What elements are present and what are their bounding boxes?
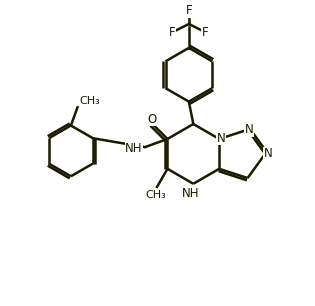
Text: N: N: [264, 147, 272, 160]
Text: F: F: [202, 26, 209, 39]
Text: F: F: [186, 4, 192, 17]
Text: F: F: [169, 26, 176, 39]
Text: N: N: [245, 123, 254, 136]
Text: NH: NH: [182, 187, 199, 200]
Text: CH₃: CH₃: [145, 190, 166, 200]
Text: CH₃: CH₃: [79, 96, 100, 106]
Text: N: N: [217, 132, 226, 144]
Text: NH: NH: [125, 142, 143, 155]
Text: O: O: [148, 113, 157, 126]
Text: N: N: [216, 131, 225, 144]
